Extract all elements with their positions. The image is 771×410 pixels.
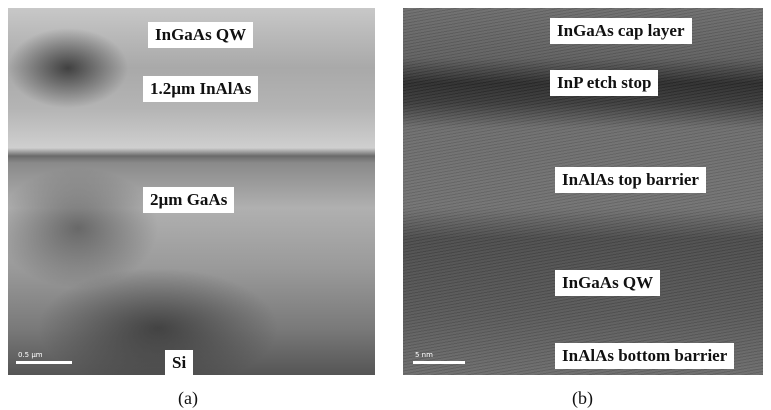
scale-bar-label: 0.5 µm <box>18 351 43 359</box>
scale-bar <box>413 361 465 364</box>
layer-label: InAlAs top barrier <box>555 167 706 193</box>
layer-label: 1.2µm InAlAs <box>143 76 258 102</box>
tem-image: InGaAs QW 1.2µm InAlAs 2µm GaAs Si 0.5 µ… <box>8 8 375 375</box>
figure: InGaAs QW 1.2µm InAlAs 2µm GaAs Si 0.5 µ… <box>0 0 771 410</box>
scale-bar-label: 5 nm <box>415 351 433 359</box>
caption: (b) <box>572 388 593 409</box>
layer-label: InGaAs QW <box>555 270 660 296</box>
caption: (a) <box>178 388 198 409</box>
layer-label: InAlAs bottom barrier <box>555 343 734 369</box>
scale-bar <box>16 361 72 364</box>
layer-label: Si <box>165 350 193 375</box>
layer-label: InP etch stop <box>550 70 658 96</box>
layer-label: InGaAs QW <box>148 22 253 48</box>
layer-label: 2µm GaAs <box>143 187 234 213</box>
layer-label: InGaAs cap layer <box>550 18 692 44</box>
tem-image: InGaAs cap layer InP etch stop InAlAs to… <box>403 8 763 375</box>
